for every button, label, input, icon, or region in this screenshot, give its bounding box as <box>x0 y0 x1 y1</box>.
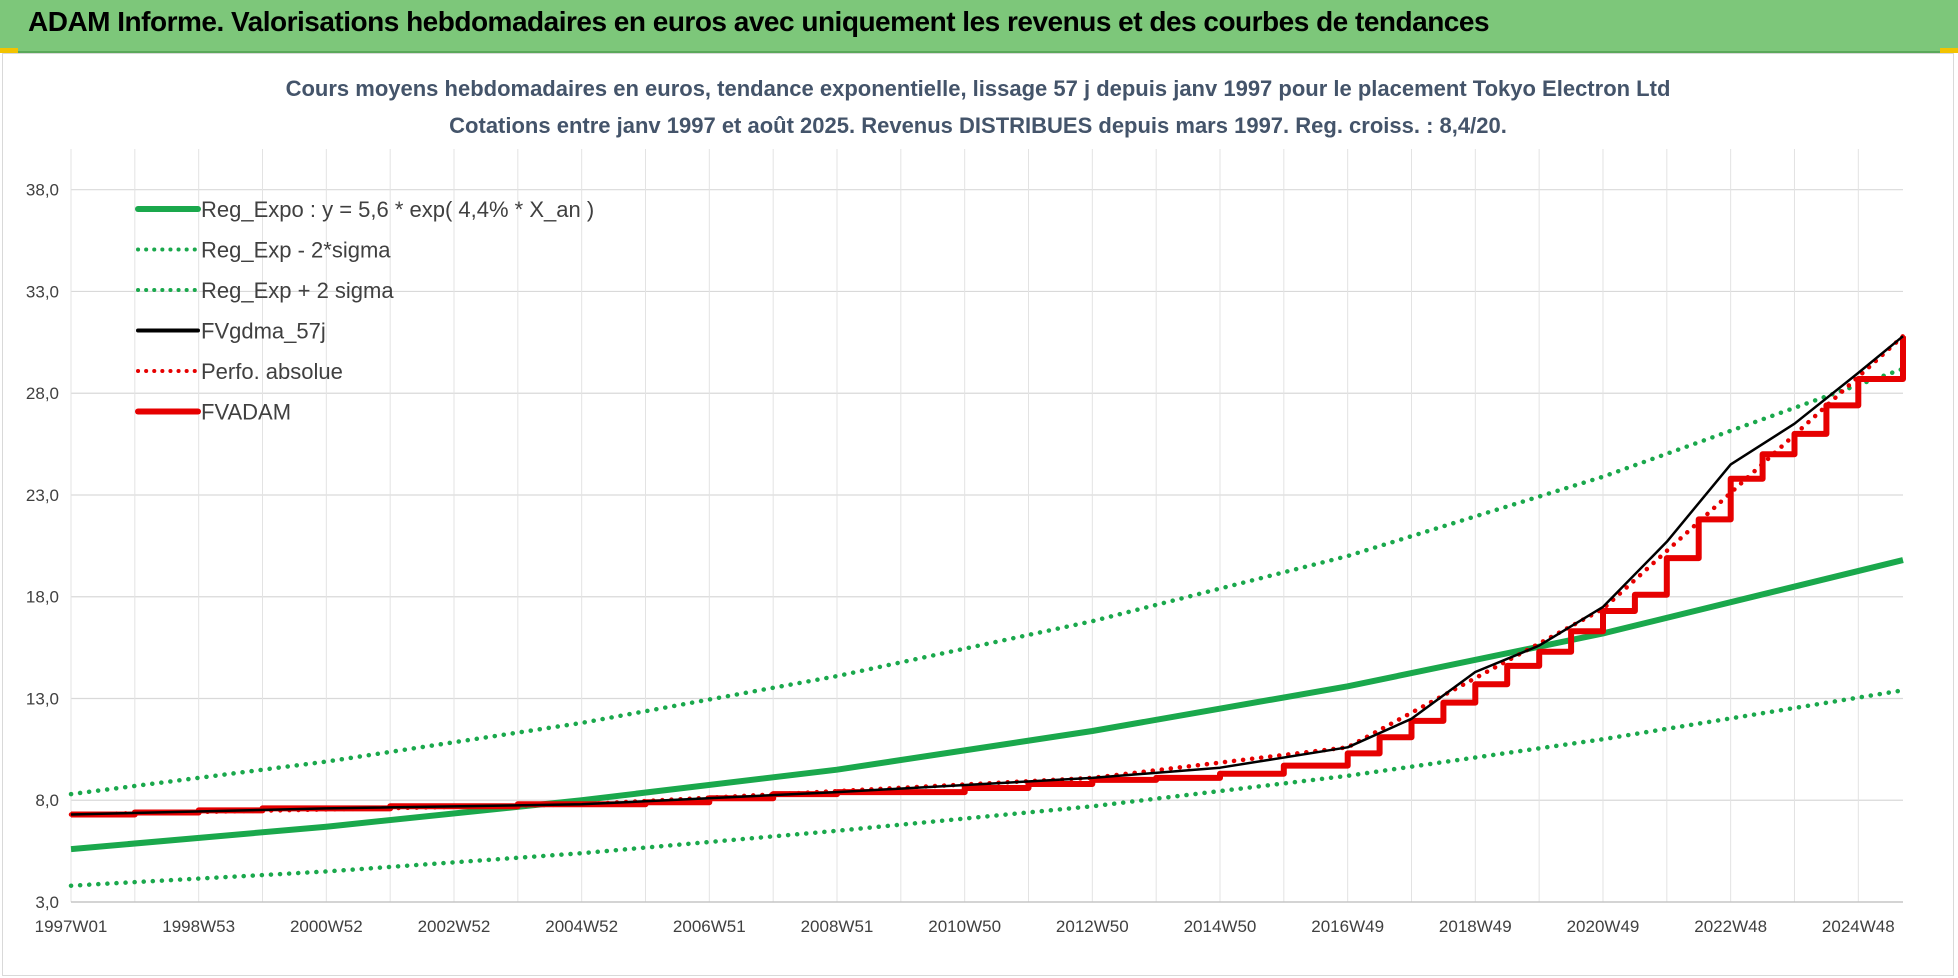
legend-label: FVgdma_57j <box>201 319 326 344</box>
y-tick-label: 18,0 <box>26 588 59 607</box>
y-tick-label: 28,0 <box>26 384 59 403</box>
legend-label: Reg_Expo : y = 5,6 * exp( 4,4% * X_an ) <box>201 197 594 222</box>
series-line-3 <box>70 335 1904 816</box>
chart-title: Cours moyens hebdomadaires en euros, ten… <box>286 76 1671 101</box>
chart-area: Cours moyens hebdomadaires en euros, ten… <box>2 53 1954 976</box>
legend-label: Reg_Exp - 2*sigma <box>201 238 391 263</box>
legend: Reg_Expo : y = 5,6 * exp( 4,4% * X_an ) R… <box>135 197 594 425</box>
y-tick-label: 13,0 <box>26 689 59 708</box>
x-tick-label: 2016W49 <box>1311 917 1384 936</box>
x-tick-label: 1997W01 <box>35 917 108 936</box>
grid-lines <box>70 149 1903 903</box>
y-tick-label: 33,0 <box>26 282 59 301</box>
y-tick-label: 8,0 <box>35 791 59 810</box>
line-chart: Cours moyens hebdomadaires en euros, ten… <box>26 76 1906 936</box>
x-tick-label: 2018W49 <box>1439 917 1512 936</box>
axes: 3,0 8,0 13,0 18,0 23,0 28,0 33,0 38,0 1997W01 199… <box>26 181 1903 936</box>
series-line-0 <box>70 557 1904 853</box>
legend-label: FVADAM <box>201 400 291 425</box>
series-line-2 <box>68 366 1906 797</box>
report-banner: ADAM Informe. Valorisations hebdomadaire… <box>0 0 1958 53</box>
series-line-4 <box>68 333 1906 817</box>
x-tick-label: 2008W51 <box>801 917 874 936</box>
corner-accent-left <box>0 48 18 53</box>
y-tick-label: 23,0 <box>26 486 59 505</box>
x-tick-label: 2022W48 <box>1694 917 1767 936</box>
x-tick-label: 2004W52 <box>545 917 618 936</box>
x-tick-label: 1998W53 <box>162 917 235 936</box>
x-tick-label: 2020W49 <box>1567 917 1640 936</box>
series-lines <box>68 333 1906 888</box>
x-tick-label: 2002W52 <box>418 917 491 936</box>
series-line-1 <box>68 688 1906 888</box>
x-tick-label: 2006W51 <box>673 917 746 936</box>
legend-label: Perfo. absolue <box>201 359 343 384</box>
chart-subtitle: Cotations entre janv 1997 et août 2025. … <box>449 113 1507 138</box>
y-tick-label: 38,0 <box>26 181 59 200</box>
x-tick-label: 2024W48 <box>1822 917 1895 936</box>
corner-accent-right <box>1940 48 1958 53</box>
report-title: ADAM Informe. Valorisations hebdomadaire… <box>28 6 1490 37</box>
x-tick-label: 2014W50 <box>1184 917 1257 936</box>
series-line-5 <box>71 336 1906 818</box>
y-tick-label: 3,0 <box>35 893 59 912</box>
x-tick-label: 2010W50 <box>928 917 1001 936</box>
x-tick-label: 2012W50 <box>1056 917 1129 936</box>
x-tick-label: 2000W52 <box>290 917 363 936</box>
legend-label: Reg_Exp + 2 sigma <box>201 278 394 303</box>
